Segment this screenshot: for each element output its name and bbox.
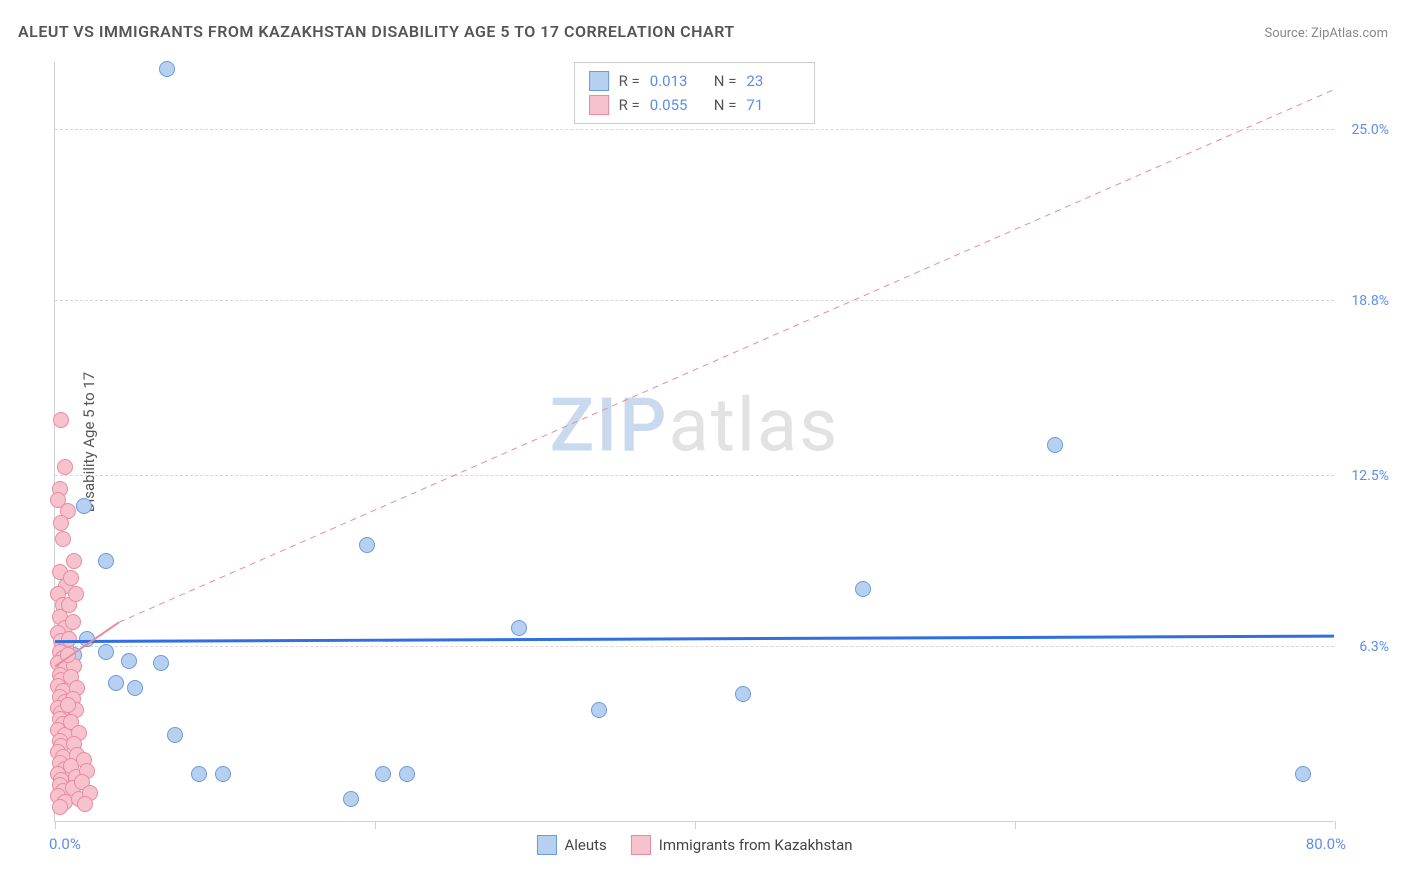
y-tick-label: 25.0% (1351, 122, 1389, 138)
scatter-point (127, 680, 143, 696)
legend-r-value: 0.055 (650, 96, 704, 114)
legend-n-label: N = (714, 72, 737, 90)
scatter-point (53, 515, 69, 531)
series-legend-label: Aleuts (564, 836, 606, 854)
scatter-point (343, 791, 359, 807)
correlation-legend-row: R = 0.055 N = 71 (589, 93, 801, 117)
scatter-point (159, 61, 175, 77)
x-tick (1015, 821, 1016, 829)
correlation-legend: R = 0.013 N = 23 R = 0.055 N = 71 (574, 62, 816, 124)
series-legend-item: Immigrants from Kazakhstan (631, 835, 853, 855)
scatter-point (375, 766, 391, 782)
scatter-point (153, 655, 169, 671)
scatter-point (855, 581, 871, 597)
legend-r-label: R = (619, 72, 640, 90)
watermark-atlas: atlas (668, 383, 839, 470)
scatter-point (98, 644, 114, 660)
scatter-point (76, 498, 92, 514)
series-legend-item: Aleuts (536, 835, 606, 855)
scatter-point (68, 586, 84, 602)
watermark-zip: ZIP (550, 383, 669, 470)
legend-n-value: 23 (746, 72, 800, 90)
scatter-point (167, 727, 183, 743)
legend-swatch (589, 95, 609, 115)
y-tick-label: 6.3% (1359, 639, 1389, 655)
scatter-point (1047, 437, 1063, 453)
scatter-point (60, 697, 76, 713)
series-legend: Aleuts Immigrants from Kazakhstan (536, 835, 852, 855)
legend-swatch (589, 71, 609, 91)
scatter-point (57, 459, 73, 475)
source-attribution: Source: ZipAtlas.com (1264, 26, 1388, 41)
scatter-point (77, 796, 93, 812)
legend-swatch (631, 835, 651, 855)
scatter-point (591, 702, 607, 718)
legend-n-value: 71 (746, 96, 800, 114)
scatter-point (65, 614, 81, 630)
x-axis-max-label: 80.0% (1306, 835, 1346, 853)
scatter-point (511, 620, 527, 636)
y-axis-title: Disability Age 5 to 17 (80, 371, 98, 511)
x-tick (375, 821, 376, 829)
scatter-point (399, 766, 415, 782)
x-axis-min-label: 0.0% (49, 835, 81, 853)
grid-line (55, 646, 1334, 647)
legend-r-value: 0.013 (650, 72, 704, 90)
scatter-point (66, 553, 82, 569)
scatter-point (61, 631, 77, 647)
watermark: ZIPatlas (550, 383, 840, 470)
y-tick-label: 12.5% (1351, 468, 1389, 484)
scatter-point (55, 531, 71, 547)
plot-area: Disability Age 5 to 17 ZIPatlas R = 0.01… (54, 62, 1334, 822)
correlation-legend-row: R = 0.013 N = 23 (589, 69, 801, 93)
series-legend-label: Immigrants from Kazakhstan (659, 836, 853, 854)
scatter-point (60, 647, 76, 663)
legend-swatch (536, 835, 556, 855)
grid-line (55, 300, 1334, 301)
legend-n-label: N = (714, 96, 737, 114)
scatter-point (191, 766, 207, 782)
legend-r-label: R = (619, 96, 640, 114)
scatter-point (215, 766, 231, 782)
scatter-point (735, 686, 751, 702)
x-tick (1335, 821, 1336, 829)
trend-lines (55, 62, 1334, 821)
x-tick (695, 821, 696, 829)
grid-line (55, 475, 1334, 476)
scatter-point (121, 653, 137, 669)
scatter-point (108, 675, 124, 691)
y-tick-label: 18.8% (1351, 293, 1389, 309)
scatter-point (52, 799, 68, 815)
scatter-point (53, 412, 69, 428)
scatter-point (79, 631, 95, 647)
x-tick (55, 821, 56, 829)
scatter-point (359, 537, 375, 553)
scatter-point (98, 553, 114, 569)
grid-line (55, 129, 1334, 130)
chart-title: ALEUT VS IMMIGRANTS FROM KAZAKHSTAN DISA… (18, 22, 735, 41)
scatter-point (63, 570, 79, 586)
scatter-point (1295, 766, 1311, 782)
